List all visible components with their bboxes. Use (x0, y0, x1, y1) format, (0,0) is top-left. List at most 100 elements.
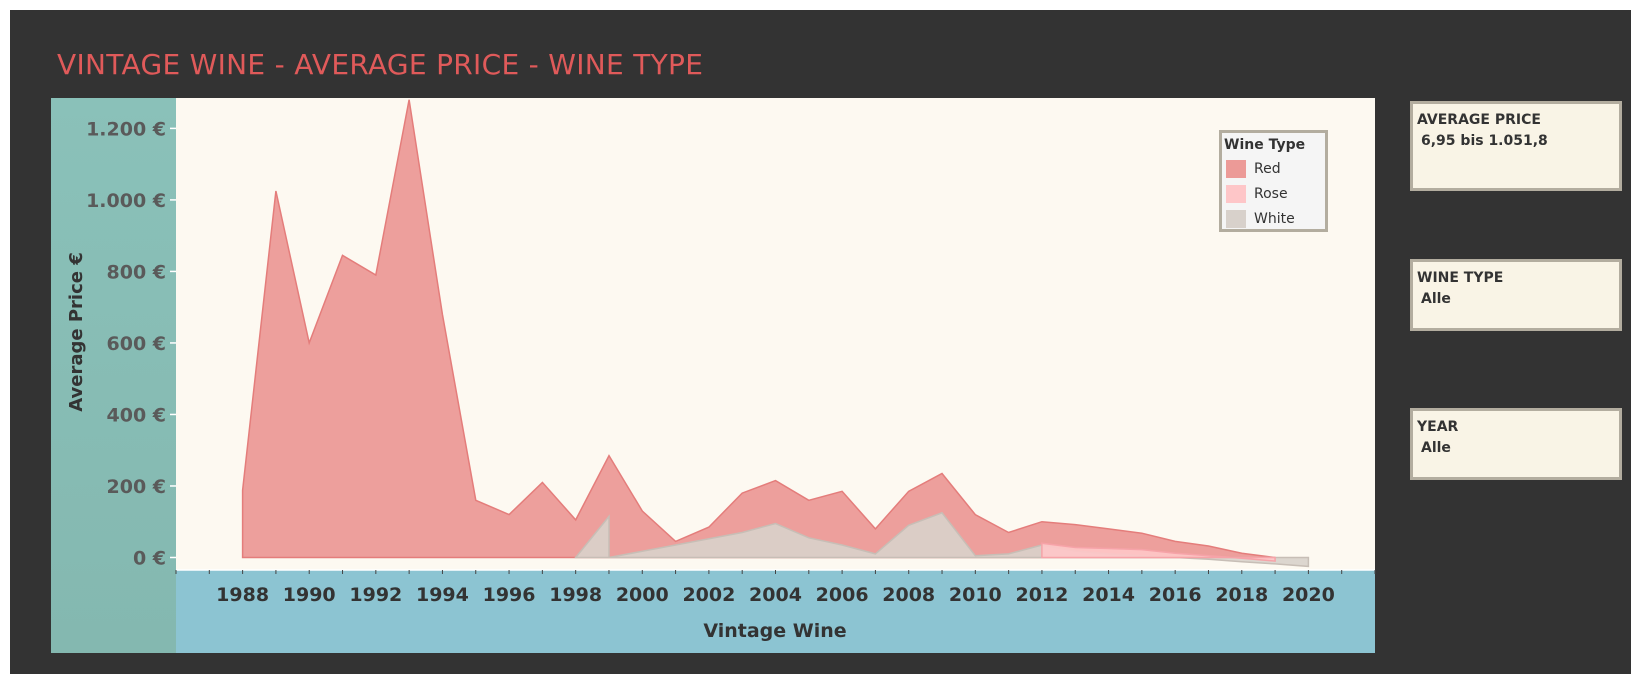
x-tick-label: 2008 (882, 584, 935, 606)
point-rose-2014[interactable] (1107, 547, 1110, 550)
point-red-1996[interactable] (508, 513, 511, 516)
filter-value[interactable]: Alle (1421, 440, 1451, 456)
x-tick-label: 1988 (216, 584, 269, 606)
point-red-2011[interactable] (1007, 531, 1010, 534)
area-white[interactable] (574, 511, 1310, 568)
point-red-1993[interactable] (408, 98, 411, 101)
filter-value[interactable]: Alle (1421, 291, 1451, 307)
filter-average-price[interactable]: AVERAGE PRICE 6,95 bis 1.051,8 (1410, 101, 1622, 191)
point-red-2000[interactable] (641, 510, 644, 513)
y-tick-label: 600 € (107, 333, 167, 355)
x-tick-label: 2020 (1282, 584, 1335, 606)
filter-year[interactable]: YEAR Alle (1410, 408, 1622, 480)
legend-swatch-white (1226, 210, 1246, 228)
point-red-2004[interactable] (774, 479, 777, 482)
legend-item-white[interactable]: White (1226, 209, 1295, 229)
point-red-2018[interactable] (1240, 552, 1243, 555)
x-axis-panel (176, 570, 1375, 653)
point-red-2006[interactable] (841, 490, 844, 493)
x-tick-label: 2010 (949, 584, 1002, 606)
x-tick-label: 2016 (1149, 584, 1202, 606)
point-white-2008[interactable] (907, 524, 910, 527)
point-white-2011[interactable] (1007, 552, 1010, 555)
x-tick-label: 2002 (682, 584, 735, 606)
x-axis-title: Vintage Wine (703, 620, 846, 642)
point-rose-2015[interactable] (1140, 548, 1143, 551)
legend-label-red: Red (1254, 161, 1281, 177)
point-red-1990[interactable] (308, 341, 311, 344)
point-red-2013[interactable] (1074, 523, 1077, 526)
point-rose-2017[interactable] (1207, 554, 1210, 557)
point-red-2016[interactable] (1174, 540, 1177, 543)
point-red-1999[interactable] (608, 454, 611, 457)
point-red-1998[interactable] (574, 518, 577, 521)
point-white-2009[interactable] (941, 511, 944, 514)
filter-value[interactable]: 6,95 bis 1.051,8 (1421, 133, 1548, 149)
point-red-2015[interactable] (1140, 532, 1143, 535)
point-red-1989[interactable] (274, 190, 277, 193)
point-white-2010[interactable] (974, 554, 977, 557)
point-red-2009[interactable] (941, 472, 944, 475)
y-axis-panel (51, 98, 176, 653)
point-white-1999[interactable] (608, 556, 611, 559)
x-tick-label: 2012 (1015, 584, 1068, 606)
legend: Wine Type Red Rose White (1219, 130, 1328, 232)
point-red-2008[interactable] (907, 490, 910, 493)
point-red-2007[interactable] (874, 527, 877, 530)
x-tick-label: 2006 (816, 584, 869, 606)
y-axis-title: Average Price € (66, 252, 87, 412)
point-red-1988[interactable] (241, 489, 244, 492)
y-tick-label: 0 € (133, 547, 166, 569)
point-white-1999[interactable] (608, 515, 611, 518)
x-tick-label: 1994 (416, 584, 469, 606)
legend-item-red[interactable]: Red (1226, 159, 1281, 179)
area-red[interactable] (241, 99, 1276, 559)
point-white-2020[interactable] (1307, 565, 1310, 568)
y-tick-label: 800 € (107, 261, 167, 283)
filter-title: AVERAGE PRICE (1417, 112, 1541, 128)
point-rose-2012[interactable] (1040, 542, 1043, 545)
point-red-2012[interactable] (1040, 520, 1043, 523)
legend-title: Wine Type (1224, 137, 1306, 153)
legend-label-white: White (1254, 211, 1295, 227)
area-rose[interactable] (1041, 542, 1276, 562)
x-tick-label: 2014 (1082, 584, 1135, 606)
point-white-2018[interactable] (1240, 560, 1243, 563)
point-rose-2013[interactable] (1074, 546, 1077, 549)
point-red-2003[interactable] (741, 492, 744, 495)
point-red-2001[interactable] (674, 540, 677, 543)
point-red-2005[interactable] (807, 499, 810, 502)
point-rose-2018[interactable] (1240, 557, 1243, 560)
point-red-2002[interactable] (707, 526, 710, 529)
point-red-1991[interactable] (341, 254, 344, 257)
point-white-2007[interactable] (874, 552, 877, 555)
dashboard-title: VINTAGE WINE - AVERAGE PRICE - WINE TYPE (57, 48, 704, 81)
legend-swatch-red (1226, 160, 1246, 178)
point-red-2010[interactable] (974, 513, 977, 516)
point-white-2019[interactable] (1274, 562, 1277, 565)
point-rose-2016[interactable] (1174, 552, 1177, 555)
filter-title: WINE TYPE (1417, 270, 1504, 286)
y-tick-label: 400 € (107, 404, 167, 426)
filter-wine-type[interactable]: WINE TYPE Alle (1410, 259, 1622, 331)
point-white-2004[interactable] (774, 522, 777, 525)
series-layer (241, 98, 1310, 568)
legend-item-rose[interactable]: Rose (1226, 184, 1288, 204)
x-tick-label: 1990 (283, 584, 336, 606)
point-red-2017[interactable] (1207, 545, 1210, 548)
point-red-1997[interactable] (541, 481, 544, 484)
point-red-2014[interactable] (1107, 527, 1110, 530)
point-white-2005[interactable] (807, 536, 810, 539)
y-tick-label: 1.200 € (86, 118, 166, 140)
x-tick-label: 1996 (483, 584, 536, 606)
point-white-2006[interactable] (841, 544, 844, 547)
legend-swatch-rose (1226, 185, 1246, 203)
point-red-1992[interactable] (374, 274, 377, 277)
x-tick-label: 1992 (349, 584, 402, 606)
point-red-1995[interactable] (474, 499, 477, 502)
point-red-1994[interactable] (441, 313, 444, 316)
x-tick-label: 2004 (749, 584, 802, 606)
point-rose-2019[interactable] (1274, 560, 1277, 563)
point-white-1998[interactable] (574, 556, 577, 559)
point-white-2003[interactable] (741, 531, 744, 534)
